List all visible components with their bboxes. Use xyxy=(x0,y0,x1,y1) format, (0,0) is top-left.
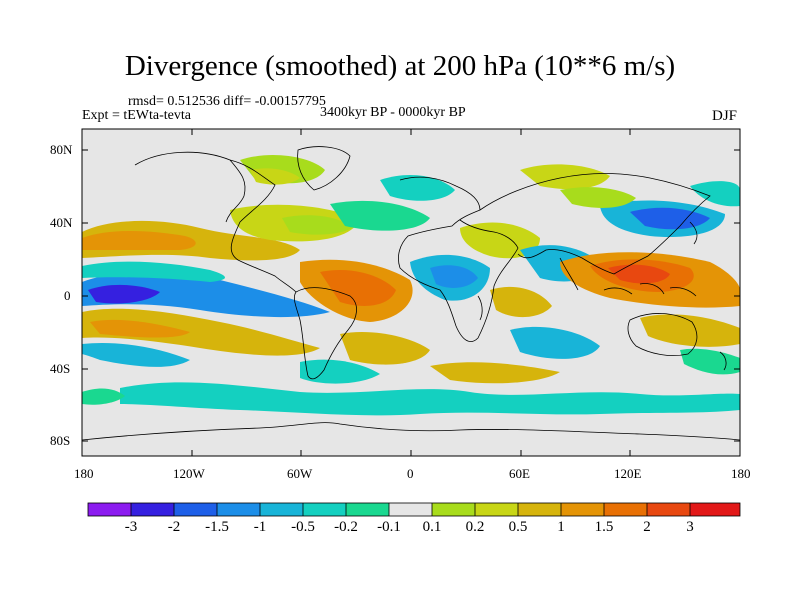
field-safrica xyxy=(490,286,552,318)
coast-japan xyxy=(689,221,698,245)
lat-tick-label: 40S xyxy=(50,361,71,376)
colorbar-swatch xyxy=(561,503,604,516)
field-npac-core xyxy=(82,231,196,250)
field-sindian xyxy=(510,326,600,359)
lon-tick-label: 180 xyxy=(74,466,94,481)
field-maritime-core xyxy=(608,264,670,284)
field-canada-core xyxy=(250,168,300,185)
coast-asia xyxy=(479,173,711,275)
coast-madagascar xyxy=(477,295,483,321)
coastlines xyxy=(82,146,740,441)
lat-tick-label: 80S xyxy=(50,433,71,448)
coast-india xyxy=(559,257,579,291)
colorbar-swatch xyxy=(432,503,475,516)
colorbar-swatch xyxy=(217,503,260,516)
colorbar-swatch xyxy=(389,503,432,516)
experiment-label: Expt = tEWta-tevta xyxy=(82,108,191,123)
axis-ticks xyxy=(81,129,741,456)
coast-antarctica xyxy=(82,422,740,441)
colorbar-label: -2 xyxy=(167,519,181,535)
lat-tick-label: 80N xyxy=(50,142,73,157)
colorbar-label: 3 xyxy=(686,519,694,535)
field-natl2 xyxy=(380,175,455,201)
lon-tick-label: 60E xyxy=(509,466,530,481)
lat-tick-label: 40N xyxy=(50,215,73,230)
colorbar-label: -0.2 xyxy=(334,519,358,535)
colorbar-swatch xyxy=(303,503,346,516)
colorbar-swatch xyxy=(88,503,131,516)
field-spac-pos xyxy=(82,308,320,356)
field-spac-pos-core xyxy=(90,319,190,338)
field-natl xyxy=(330,200,430,231)
colorbar-label: -3 xyxy=(124,519,138,535)
colorbar-swatch xyxy=(690,503,740,516)
lat-tick-label: 0 xyxy=(64,288,71,303)
coast-nz xyxy=(719,351,727,371)
field-eq-pac xyxy=(82,261,225,282)
field-southern-ocean xyxy=(120,382,740,416)
coast-north-america xyxy=(134,151,297,293)
field-southern-pos xyxy=(430,362,560,384)
lon-tick-label: 120W xyxy=(173,466,205,481)
colorbar-swatch xyxy=(174,503,217,516)
lon-tick-label: 180 xyxy=(731,466,751,481)
colorbar-swatch xyxy=(131,503,174,516)
field-swpac xyxy=(640,314,740,347)
field-satl-neg xyxy=(300,359,380,384)
field-spac-neg xyxy=(82,272,330,318)
colorbar-label: 0.1 xyxy=(422,519,442,535)
colorbar-swatch xyxy=(260,503,303,516)
coast-greenland xyxy=(297,146,351,191)
field-spac-core xyxy=(88,284,160,304)
colorbar-swatch xyxy=(475,503,518,516)
field-nwpac-core xyxy=(630,207,710,230)
period-label: 3400kyr BP - 0000kyr BP xyxy=(320,105,466,120)
colorbar-swatch xyxy=(346,503,389,516)
field-centralasia xyxy=(560,187,636,208)
coast-indonesia xyxy=(603,283,697,297)
colorbar-label: -0.1 xyxy=(377,519,401,535)
colorbar-label: 0.5 xyxy=(508,519,528,535)
colorbar-swatch xyxy=(604,503,647,516)
season-label: DJF xyxy=(712,108,738,124)
colorbar-label: 0.2 xyxy=(465,519,485,535)
colorbar-label: -1 xyxy=(253,519,267,535)
field-samerica-core xyxy=(320,270,396,306)
colorbar-label: -1.5 xyxy=(205,519,229,535)
colorbar-label: -0.5 xyxy=(291,519,315,535)
colorbar-swatch xyxy=(647,503,690,516)
coast-hudson xyxy=(225,159,246,223)
stats-label: rmsd= 0.512536 diff= -0.00157795 xyxy=(128,94,326,109)
field-southern-w xyxy=(82,388,125,405)
field-npac-edge xyxy=(690,181,740,207)
field-spac-neg2 xyxy=(82,342,190,367)
field-satl xyxy=(340,331,430,365)
colorbar-label: 2 xyxy=(643,519,651,535)
lon-tick-label: 120E xyxy=(614,466,642,481)
field-africa xyxy=(460,222,540,259)
colorbar-label: 1.5 xyxy=(594,519,614,535)
lon-tick-label: 0 xyxy=(407,466,414,481)
colorbar xyxy=(87,502,741,517)
field-enpac-core xyxy=(282,215,352,235)
colorbar-label: 1 xyxy=(557,519,565,535)
field-eqatl-core xyxy=(430,265,478,288)
coast-australia xyxy=(627,313,698,356)
page-title: Divergence (smoothed) at 200 hPa (10**6 … xyxy=(124,50,676,82)
coast-south-america xyxy=(293,287,357,380)
lon-tick-label: 60W xyxy=(287,466,313,481)
colorbar-swatch xyxy=(518,503,561,516)
